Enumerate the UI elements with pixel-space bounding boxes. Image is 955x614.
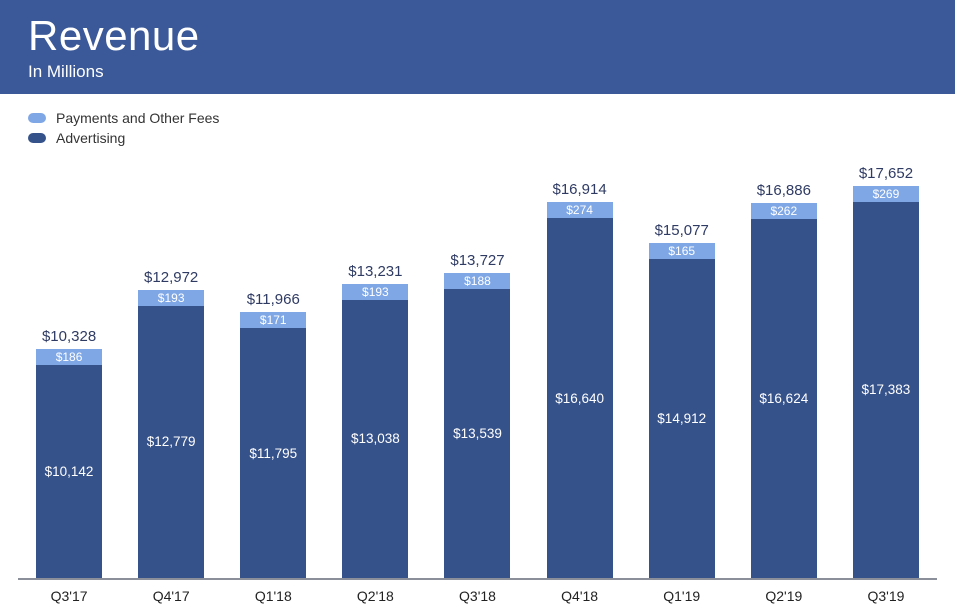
x-axis-label: Q2'18 [324,588,426,604]
bar-segment-payments: $193 [138,290,204,306]
bar-segment-label: $12,779 [138,306,204,578]
bar: $269$17,383 [853,186,919,578]
bar-slot: $17,652 $269$17,383 [835,150,937,578]
legend-item: Advertising [28,130,927,146]
bar-total-label: $13,231 [348,263,402,280]
header: Revenue In Millions [0,0,955,94]
bar-total-label: $13,727 [450,252,504,269]
chart-area: $10,328$186$10,142$12,972$193$12,779$11,… [0,150,955,580]
bar: $274$16,640 [547,202,613,578]
bar-segment-label: $14,912 [649,259,715,578]
bar-segment-payments: $188 [444,273,510,289]
bar-segment-label: $193 [138,291,204,305]
legend-swatch-payments [28,113,46,123]
bar-segment-payments: $186 [36,349,102,365]
bar-slot: $12,972 $193$12,779 [120,150,222,578]
bar-slot: $11,966 $171$11,795 [222,150,324,578]
bar: $193$13,038 [342,284,408,578]
bar-slot: $16,886 $262$16,624 [733,150,835,578]
x-axis-label: Q4'18 [529,588,631,604]
bar-segment-payments: $193 [342,284,408,300]
bar-total-label: $11,966 [247,291,300,308]
x-axis-label: Q1'18 [222,588,324,604]
bar-segment-payments: $262 [751,203,817,219]
bar: $171$11,795 [240,312,306,578]
bar-segment-label: $13,539 [444,289,510,578]
bar-segment-advertising: $17,383 [853,202,919,578]
bar-total-label: $12,972 [144,269,198,286]
bar-segment-payments: $269 [853,186,919,202]
bar-slot: $13,727 $188$13,539 [426,150,528,578]
bar-segment-label: $269 [853,187,919,201]
legend: Payments and Other Fees Advertising [0,94,955,146]
x-axis-label: Q4'17 [120,588,222,604]
bar-segment-advertising: $13,539 [444,289,510,578]
bar-segment-label: $16,640 [547,218,613,578]
bar-segment-advertising: $12,779 [138,306,204,578]
bar-segment-advertising: $16,640 [547,218,613,578]
bar-segment-advertising: $10,142 [36,365,102,579]
legend-swatch-advertising [28,133,46,143]
bar-segment-advertising: $14,912 [649,259,715,578]
bar: $186$10,142 [36,349,102,579]
bar: $193$12,779 [138,290,204,578]
bar-segment-advertising: $13,038 [342,300,408,578]
bar-segment-advertising: $16,624 [751,219,817,578]
bar-segment-label: $165 [649,244,715,258]
bar-slot: $16,914 $274$16,640 [529,150,631,578]
x-axis-label: Q3'17 [18,588,120,604]
bar-segment-label: $17,383 [853,202,919,578]
x-axis: Q3'17Q4'17Q1'18Q2'18Q3'18Q4'18Q1'19Q2'19… [0,580,955,604]
bar-total-label: $16,886 [757,182,811,199]
x-axis-label: Q3'19 [835,588,937,604]
bar-segment-label: $188 [444,274,510,288]
bar-slot: $13,231 $193$13,038 [324,150,426,578]
bar-segment-label: $171 [240,313,306,327]
bar-segment-label: $262 [751,204,817,218]
legend-item: Payments and Other Fees [28,110,927,126]
legend-label: Payments and Other Fees [56,110,219,126]
legend-label: Advertising [56,130,125,146]
bar: $165$14,912 [649,243,715,578]
bar-slot: $10,328 $186$10,142 [18,150,120,578]
bar-segment-payments: $274 [547,202,613,218]
bar: $262$16,624 [751,203,817,578]
x-axis-label: Q2'19 [733,588,835,604]
x-axis-label: Q3'18 [426,588,528,604]
bar-total-label: $17,652 [859,165,913,182]
bar-total-label: $10,328 [42,328,96,345]
bar-segment-advertising: $11,795 [240,328,306,578]
x-axis-label: Q1'19 [631,588,733,604]
bar-segment-label: $193 [342,285,408,299]
bar-segment-payments: $171 [240,312,306,328]
bar-segment-label: $274 [547,203,613,217]
page-title: Revenue [28,12,927,60]
bar-segment-label: $13,038 [342,300,408,578]
bar-segment-label: $11,795 [240,328,306,578]
bar-segment-label: $10,142 [36,365,102,579]
page-subtitle: In Millions [28,62,927,82]
bar: $188$13,539 [444,273,510,578]
bar-segment-payments: $165 [649,243,715,259]
bar-total-label: $16,914 [552,181,606,198]
bar-segment-label: $186 [36,350,102,364]
bar-slot: $15,077 $165$14,912 [631,150,733,578]
bar-segment-label: $16,624 [751,219,817,578]
revenue-chart: $10,328$186$10,142$12,972$193$12,779$11,… [18,150,937,580]
bar-total-label: $15,077 [655,222,709,239]
